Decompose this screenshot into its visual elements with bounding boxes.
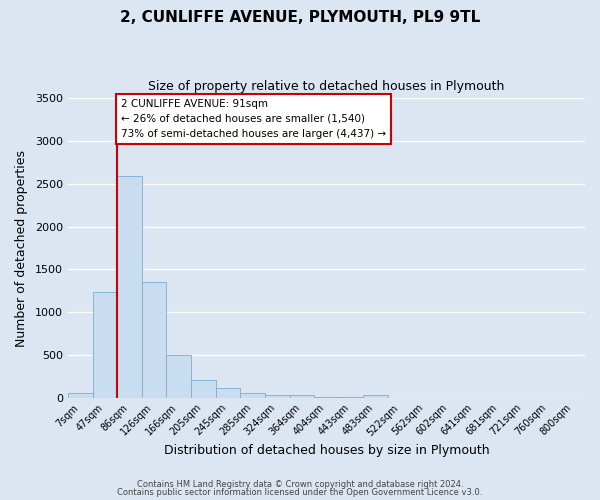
Bar (68, 394, 92, 398)
Bar (364, 395, 388, 398)
X-axis label: Distribution of detached houses by size in Plymouth: Distribution of detached houses by size … (164, 444, 489, 458)
Bar (92, 292, 117, 398)
Text: 2 CUNLIFFE AVENUE: 91sqm
← 26% of detached houses are smaller (1,540)
73% of sem: 2 CUNLIFFE AVENUE: 91sqm ← 26% of detach… (121, 99, 386, 139)
Text: Contains HM Land Registry data © Crown copyright and database right 2024.: Contains HM Land Registry data © Crown c… (137, 480, 463, 489)
Text: 2, CUNLIFFE AVENUE, PLYMOUTH, PL9 9TL: 2, CUNLIFFE AVENUE, PLYMOUTH, PL9 9TL (120, 10, 480, 25)
Text: Contains public sector information licensed under the Open Government Licence v3: Contains public sector information licen… (118, 488, 482, 497)
Bar (191, 380, 215, 398)
Bar (215, 388, 240, 398)
Bar (240, 394, 265, 398)
Title: Size of property relative to detached houses in Plymouth: Size of property relative to detached ho… (148, 80, 505, 93)
Bar (290, 395, 314, 398)
Bar (265, 394, 290, 398)
Bar (166, 355, 191, 398)
Y-axis label: Number of detached properties: Number of detached properties (15, 150, 28, 346)
Bar (117, 176, 142, 398)
Bar (142, 282, 166, 398)
